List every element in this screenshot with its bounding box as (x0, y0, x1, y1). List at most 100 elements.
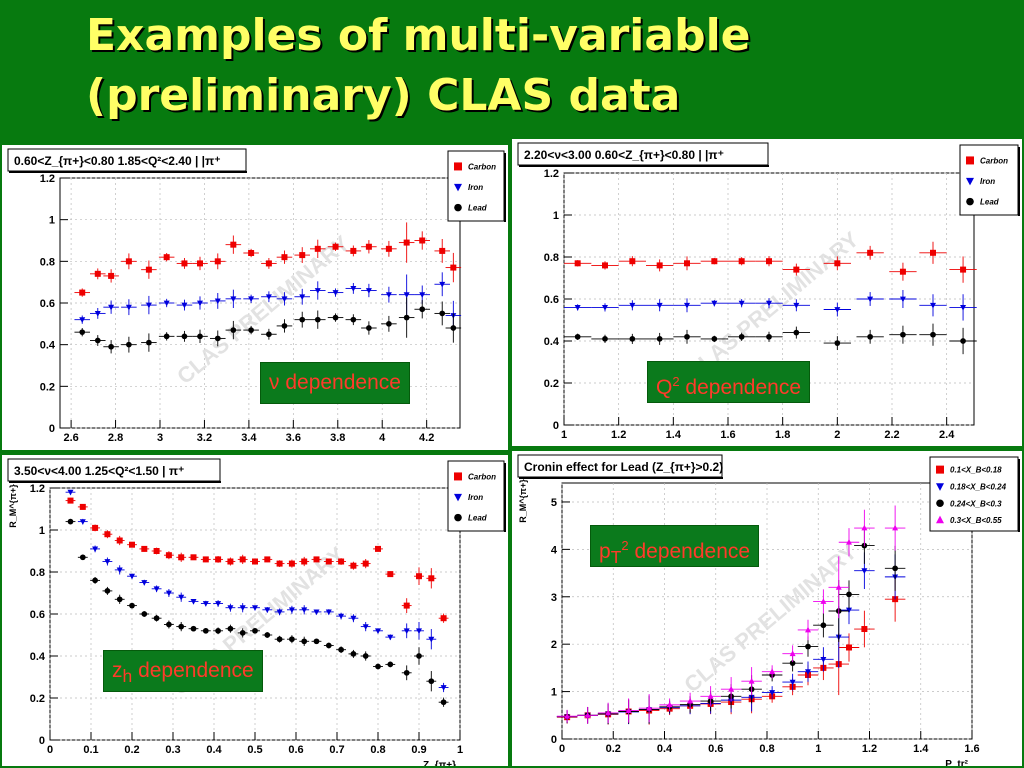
y-tick-label: 1 (553, 210, 559, 222)
data-point (769, 690, 776, 696)
chart-panel-zh: 0 0.1 0.2 0.3 0.4 0.5 0.6 0.7 0.8 0.9 1 0 0.2 0.4 0.6 0… (2, 455, 508, 766)
y-tick-label: 0.6 (544, 294, 559, 306)
legend-marker (454, 472, 462, 481)
legend-marker (454, 203, 462, 212)
data-point (820, 598, 827, 604)
legend-marker (454, 493, 462, 502)
data-point (276, 609, 283, 616)
data-point (108, 343, 114, 350)
data-point (129, 573, 135, 580)
series-group (74, 297, 462, 354)
data-point (314, 245, 321, 252)
data-point (288, 607, 295, 614)
data-point (684, 260, 690, 267)
x-tick-label: 3.4 (241, 432, 257, 444)
data-point (820, 622, 827, 629)
y-tick-label: 0 (551, 734, 557, 746)
data-point (67, 518, 74, 525)
data-point (930, 331, 936, 338)
data-point (439, 247, 446, 254)
y-tick-label: 0.2 (40, 381, 55, 393)
x-tick-label: 1.4 (913, 743, 929, 755)
y-tick-label: 0.4 (40, 340, 56, 352)
legend-marker (936, 483, 944, 491)
series-group (65, 497, 449, 623)
data-point (440, 699, 447, 706)
chart-title: 2.20<ν<3.00 0.60<Z_{π+}<0.80 | |π⁺ (524, 148, 724, 162)
data-point (239, 605, 246, 611)
data-point (793, 302, 800, 309)
y-axis-title: R_M^{π+} (8, 484, 18, 528)
slide-title-line1: Examples of multi-variable (86, 10, 751, 61)
data-point (252, 558, 258, 565)
zh-dependence-label: zh dependence (103, 650, 263, 692)
data-point (439, 281, 446, 288)
data-point (656, 336, 663, 342)
data-point (227, 625, 234, 632)
data-point (350, 615, 357, 622)
data-point (428, 636, 435, 643)
series-group (74, 272, 462, 331)
data-point (350, 562, 357, 569)
slide-title-line2: (preliminary) CLAS data (86, 70, 681, 121)
data-point (362, 624, 369, 630)
legend-marker (966, 156, 974, 165)
data-point (403, 314, 410, 321)
legend-label: Lead (468, 204, 488, 213)
x-tick-label: 0.3 (165, 744, 180, 756)
slide-title: Examples of multi-variable (preliminary)… (86, 6, 986, 126)
data-point (419, 292, 426, 298)
data-point (325, 642, 332, 649)
data-point (165, 590, 172, 597)
data-point (899, 296, 906, 303)
data-point (79, 554, 86, 561)
nu-symbol: ν (269, 371, 280, 394)
data-point (314, 288, 321, 294)
data-point (288, 560, 295, 567)
data-point (387, 661, 394, 668)
data-point (375, 628, 381, 635)
data-point (230, 327, 237, 333)
data-point (202, 627, 209, 634)
data-point (190, 599, 197, 605)
data-point (793, 266, 800, 273)
data-point (79, 289, 86, 296)
data-point (930, 302, 936, 309)
legend-label: Lead (980, 198, 1000, 207)
data-point (428, 678, 435, 685)
legend-marker (936, 499, 944, 508)
data-point (313, 638, 320, 645)
x-tick-label: 0.4 (206, 744, 222, 756)
data-point (805, 643, 811, 650)
data-point (141, 611, 148, 617)
data-point (281, 323, 288, 329)
data-point (960, 338, 966, 344)
data-point (166, 621, 172, 628)
x-tick-label: 2.8 (108, 432, 123, 444)
data-point (350, 316, 357, 323)
pt2-dependence-label: pT2 dependence (590, 525, 760, 568)
chart-panel-pt2: 0 0.2 0.4 0.6 0.8 1 1.2 1.4 1.6 0 1 2 3 4 5 CLAS PRELIM… (512, 451, 1022, 766)
data-point (197, 300, 203, 307)
data-point (239, 630, 246, 636)
data-point (707, 693, 714, 699)
data-point (602, 305, 608, 311)
data-point (79, 329, 86, 336)
data-point (214, 335, 221, 342)
data-point (215, 627, 221, 634)
data-point (153, 615, 160, 622)
data-point (230, 241, 237, 248)
data-point (666, 701, 673, 708)
data-point (325, 558, 332, 565)
data-point (450, 325, 457, 331)
x-tick-label: 1.6 (964, 743, 979, 755)
legend-label: Iron (468, 493, 483, 502)
data-point (793, 329, 800, 336)
data-point (350, 651, 357, 657)
legend-marker (454, 513, 462, 522)
data-point (403, 602, 410, 609)
pt2-label-sub: T (610, 547, 622, 568)
data-point (178, 554, 185, 561)
legend-label: 0.3<X_B<0.55 (950, 516, 1002, 525)
data-point (79, 503, 86, 510)
